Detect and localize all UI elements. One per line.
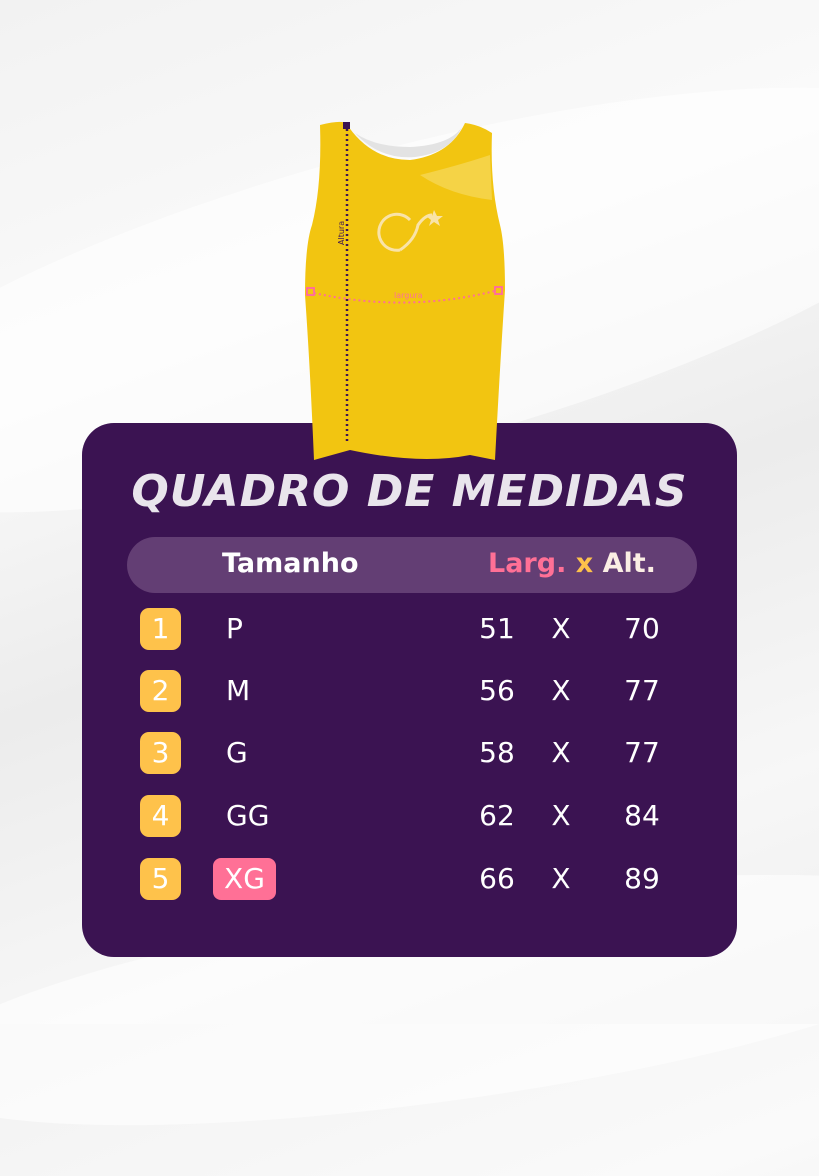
width-value: 58 xyxy=(479,736,515,769)
row-number-badge: 3 xyxy=(140,732,181,774)
table-row: 2 M 56 X 77 xyxy=(0,670,819,714)
size-chart-panel xyxy=(82,423,737,957)
header-measures: Larg. x Alt. xyxy=(488,548,656,579)
table-row: 5 XG 66 X 89 xyxy=(0,858,819,902)
table-header xyxy=(127,537,697,593)
header-sep: x xyxy=(575,548,594,579)
width-value: 51 xyxy=(479,612,515,645)
width-value: 62 xyxy=(479,799,515,832)
row-number-badge: 1 xyxy=(140,608,181,650)
row-number-badge: 4 xyxy=(140,795,181,837)
size-label: G xyxy=(226,736,248,769)
header-size: Tamanho xyxy=(222,548,359,579)
times-sign: X xyxy=(551,674,571,707)
table-row: 1 P 51 X 70 xyxy=(0,608,819,652)
page-title: QUADRO DE MEDIDAS xyxy=(131,466,688,517)
height-value: 77 xyxy=(624,736,660,769)
size-label: GG xyxy=(226,799,270,832)
size-label: M xyxy=(226,674,251,707)
height-value: 77 xyxy=(624,674,660,707)
times-sign: X xyxy=(551,612,571,645)
times-sign: X xyxy=(551,862,571,895)
table-row: 4 GG 62 X 84 xyxy=(0,795,819,839)
height-value: 84 xyxy=(624,799,660,832)
row-number-badge: 5 xyxy=(140,858,181,900)
times-sign: X xyxy=(551,736,571,769)
tank-top-image: Altura largura xyxy=(305,121,505,460)
size-label: P xyxy=(226,612,243,645)
header-height: Alt. xyxy=(602,548,656,579)
height-value: 89 xyxy=(624,862,660,895)
times-sign: X xyxy=(551,799,571,832)
size-label: XG xyxy=(213,858,276,900)
height-label: Altura xyxy=(337,221,346,245)
width-value: 66 xyxy=(479,862,515,895)
width-value: 56 xyxy=(479,674,515,707)
header-width: Larg. xyxy=(488,548,567,579)
height-value: 70 xyxy=(624,612,660,645)
table-row: 3 G 58 X 77 xyxy=(0,732,819,776)
row-number-badge: 2 xyxy=(140,670,181,712)
width-label: largura xyxy=(394,291,423,300)
